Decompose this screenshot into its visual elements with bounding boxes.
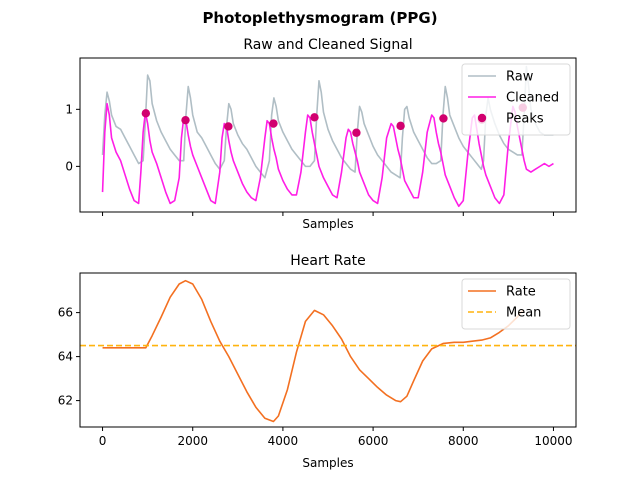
panel2-ytick-label: 64 (58, 350, 73, 364)
panel2-series-rate-line (102, 279, 524, 423)
panel-raw-cleaned: Raw and Cleaned Signal 01 Samples RawCle… (65, 37, 577, 231)
panel1-peak-point (224, 122, 233, 131)
panel1-legend-box (461, 63, 571, 136)
panel1-peak-point (396, 121, 405, 131)
panel1-peak-point (310, 113, 319, 122)
panel1-ytick-label: 0 (65, 159, 73, 173)
figure-title: Photoplethysmogram (PPG) (202, 9, 437, 27)
panel1-peak-point (439, 114, 448, 123)
panel2-legend: Rate Mean (461, 278, 571, 330)
panel2-axes: 62 64 66 0 2000 4000 6000 8000 10000 (58, 306, 573, 448)
panel2-xtick-label: 6000 (358, 434, 389, 448)
panel2-xtick-label: 2000 (177, 434, 208, 448)
panel1-series-raw-line (101, 65, 554, 179)
panel2-xtick-label: 4000 (268, 434, 299, 448)
panel1-title: Raw and Cleaned Signal (243, 37, 412, 53)
panel2-xtick-label: 8000 (448, 434, 479, 448)
panel2-ytick-label: 66 (58, 306, 73, 320)
panel1-legend-label-cleaned: Cleaned (506, 91, 559, 106)
panel1-peak-point (352, 128, 361, 137)
panel1-legend: Raw Cleaned Peaks (461, 63, 571, 136)
panel2-legend-label-mean: Mean (506, 306, 541, 321)
panel2-frame (79, 272, 577, 428)
panel2-title: Heart Rate (290, 253, 366, 269)
panel1-peak-point (141, 109, 151, 118)
panel1-legend-label-raw: Raw (506, 70, 534, 85)
panel2-xtick-label: 0 (99, 434, 107, 448)
panel1-frame (79, 57, 577, 213)
panel2-legend-label-rate: Rate (506, 285, 536, 300)
panel1-legend-swatch-peaks (477, 113, 487, 123)
panel1-ytick-label: 1 (65, 102, 73, 116)
panel2-xtick-label: 10000 (534, 434, 572, 448)
panel2-xlabel: Samples (302, 456, 353, 470)
panel2-ytick-label: 62 (58, 394, 73, 408)
panel1-peak-point (181, 115, 190, 125)
panel1-legend-label-peaks: Peaks (506, 112, 544, 127)
panel1-xlabel: Samples (302, 217, 353, 231)
panel1-peak-point (269, 119, 278, 128)
panel1-axes: 01 (65, 102, 554, 216)
